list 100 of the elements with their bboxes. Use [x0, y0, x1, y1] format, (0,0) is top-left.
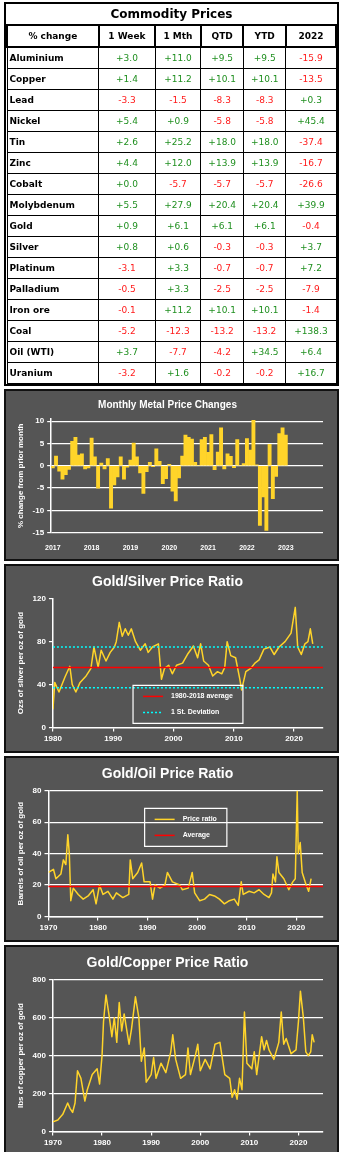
data-label: -0.3	[243, 236, 286, 258]
bar	[209, 434, 214, 466]
y-tick-label: Palladium	[7, 278, 99, 300]
y-tick-label: 5	[39, 438, 45, 448]
y-tick-label: 60	[32, 817, 43, 827]
data-label: +9.5	[200, 47, 244, 69]
data-label: -0.2	[200, 362, 244, 384]
bar	[257, 466, 262, 526]
data-label: -12.3	[155, 320, 201, 342]
data-label: +1.6	[155, 362, 201, 384]
data-label: +11.2	[155, 299, 201, 321]
y-tick-label: -10	[32, 505, 45, 515]
data-label: -3.1	[98, 257, 156, 279]
y-tick-label: 800	[32, 975, 47, 984]
data-label: +18.0	[200, 131, 244, 153]
x-tick-label: 1990	[138, 923, 158, 933]
bar	[173, 466, 178, 502]
data-label: +0.6	[155, 236, 201, 258]
data-label: +27.9	[155, 194, 201, 216]
data-label: +3.7	[285, 236, 336, 258]
data-label: -5.7	[155, 173, 201, 195]
data-label: +20.4	[200, 194, 244, 216]
y-axis-title: % change from prior month	[16, 423, 25, 529]
data-label: +1.4	[98, 68, 156, 90]
y-tick-label: Copper	[7, 68, 99, 90]
y-tick-label: 80	[37, 636, 47, 646]
y-tick-label: 40	[32, 848, 43, 858]
data-label: +3.0	[98, 47, 156, 69]
bar	[154, 448, 159, 466]
x-tick-label: 2000	[188, 923, 207, 933]
data-label: +4.4	[98, 152, 156, 174]
x-tick-label: 1990	[142, 1138, 161, 1148]
y-tick-label: Cobalt	[7, 173, 99, 195]
data-label: -2.5	[243, 278, 286, 300]
bar	[164, 466, 168, 480]
y-tick-label: 400	[32, 1050, 47, 1060]
data-label: -13.2	[243, 320, 286, 342]
data-label: -8.3	[200, 89, 244, 111]
x-tick-label: YTD	[243, 25, 286, 47]
chart-title: Commodity Prices	[109, 6, 234, 23]
data-label: +39.9	[285, 194, 336, 216]
data-label: -5.7	[243, 173, 286, 195]
y-tick-label: Silver	[7, 236, 99, 258]
data-label: +138.3	[285, 320, 336, 342]
data-label: +0.8	[98, 236, 156, 258]
data-label: -13.5	[285, 68, 336, 90]
data-label: -37.4	[285, 131, 336, 153]
y-tick-label: 120	[32, 594, 47, 603]
y-tick-label: Gold	[7, 215, 99, 237]
data-label: -7.7	[155, 341, 201, 363]
data-label: -16.7	[285, 152, 336, 174]
data-label: +10.1	[243, 68, 286, 90]
data-label: -4.2	[200, 341, 244, 363]
data-label: -7.9	[285, 278, 336, 300]
data-label: +13.9	[243, 152, 286, 174]
data-label: -5.7	[200, 173, 244, 195]
x-tick-label: 1980	[89, 923, 108, 933]
x-tick-label: 1970	[39, 923, 58, 933]
bar	[251, 420, 256, 466]
data-label: +5.5	[98, 194, 156, 216]
data-label: +3.3	[155, 278, 201, 300]
bar	[235, 439, 240, 466]
data-label: +45.4	[285, 110, 336, 132]
y-tick-label: 20	[32, 880, 43, 890]
bar	[73, 436, 78, 466]
data-label: +0.9	[155, 110, 201, 132]
x-tick-label: 2020	[287, 923, 306, 933]
y-tick-label: 40	[37, 679, 47, 689]
y-tick-label: 0	[39, 460, 45, 470]
data-label: +0.9	[98, 215, 156, 237]
y-axis-title: lbs of copper per oz of gold	[16, 1003, 25, 1109]
y-axis-title: Ozs of silver per oz of gold	[16, 611, 25, 715]
data-label: +11.0	[155, 47, 201, 69]
bar	[131, 442, 136, 466]
x-tick-label: 1 Week	[98, 25, 156, 47]
y-tick-label: Iron ore	[7, 299, 99, 321]
data-label: +18.0	[243, 131, 286, 153]
data-label: +7.2	[285, 257, 336, 279]
y-axis-title: Barrels of oil per oz of gold	[16, 801, 25, 906]
data-label: +10.1	[200, 68, 244, 90]
data-label: +10.1	[243, 299, 286, 321]
data-label: -15.9	[285, 47, 336, 69]
bar	[89, 437, 94, 466]
bar	[141, 466, 146, 494]
data-label: +10.1	[200, 299, 244, 321]
x-tick-label: 2010	[240, 1138, 259, 1148]
data-label: +3.7	[98, 341, 156, 363]
data-label: -0.7	[200, 257, 244, 279]
y-tick-label: Aluminium	[7, 47, 99, 69]
x-tick-label: 1980	[44, 734, 63, 744]
data-label: -1.5	[155, 89, 201, 111]
data-label: -26.6	[285, 173, 336, 195]
data-label: -8.3	[243, 89, 286, 111]
data-label: +6.1	[243, 215, 286, 237]
x-tick-label: 1 Mth	[155, 25, 201, 47]
data-label: +11.2	[155, 68, 201, 90]
chart-title: Gold/Oil Price Ratio	[101, 765, 234, 782]
x-tick-label: 2000	[164, 734, 183, 744]
y-tick-label: Platinum	[7, 257, 99, 279]
data-label: -3.2	[98, 362, 156, 384]
